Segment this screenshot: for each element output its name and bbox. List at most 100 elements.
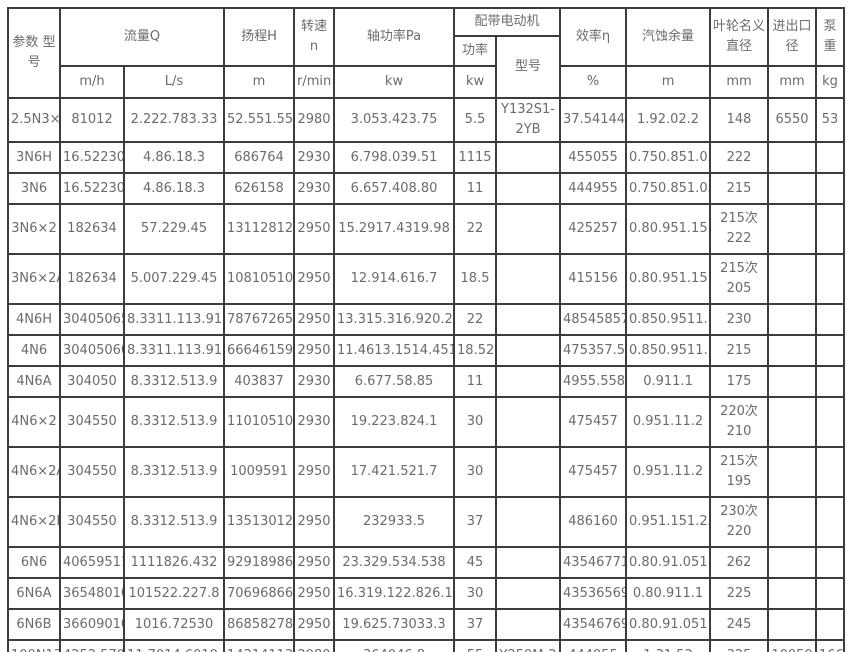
cell-speed_rmin: 2980 xyxy=(293,96,336,144)
unit-speed: r/min xyxy=(293,65,336,99)
cell-npsh_m: 0.750.851.05 xyxy=(625,172,712,206)
cell-flow_mh: 304050 xyxy=(59,365,125,399)
table-row: 3N6H 16.52230 4.86.18.3 686764 2930 6.798.039… xyxy=(7,141,846,175)
cell-flow_mh: 182634 xyxy=(59,253,125,306)
cell-efficiency_pct: 4955.558.5 xyxy=(559,365,628,399)
cell-npsh_m: 0.80.91.051.2 xyxy=(625,546,712,580)
cell-weight_kg xyxy=(815,203,846,256)
cell-impeller_mm: 215次 222 xyxy=(709,203,770,256)
cell-ports_mm xyxy=(767,446,818,499)
cell-weight_kg xyxy=(815,577,846,611)
cell-flow_ls: 8.3311.113.916.7 xyxy=(122,303,226,337)
cell-speed_rmin: 2950 xyxy=(293,546,336,580)
cell-motor_model xyxy=(495,577,562,611)
cell-impeller_mm: 245 xyxy=(709,608,770,642)
table-row: 6N6A365480100101522.227.870696866295016.… xyxy=(7,577,846,611)
table-body: 2.5N3×2810122.222.783.3352.551.550.52980… xyxy=(7,96,846,652)
cell-head_m: 686764 xyxy=(223,141,296,175)
cell-weight_kg: 166 xyxy=(815,639,846,652)
header-efficiency: 效率η xyxy=(559,7,628,67)
cell-ports_mm xyxy=(767,577,818,611)
cell-speed_rmin: 2930 xyxy=(293,172,336,206)
cell-motor_model xyxy=(495,496,562,549)
cell-shaft_power_kw: 17.421.521.7 xyxy=(333,446,456,499)
cell-speed_rmin: 2950 xyxy=(293,253,336,306)
table-row: 4N6×23045508.3312.513.9110105101293019.2… xyxy=(7,396,846,449)
cell-speed_rmin: 2930 xyxy=(293,365,336,399)
cell-model: 6N6 xyxy=(7,546,61,580)
header-param-model: 参数 型号 xyxy=(7,7,61,99)
cell-shaft_power_kw: 23.329.534.538 xyxy=(333,546,456,580)
cell-speed_rmin: 2950 xyxy=(293,608,336,642)
cell-flow_ls: 57.229.45 xyxy=(122,203,226,256)
cell-speed_rmin: 2930 xyxy=(293,141,336,175)
cell-motor_power_kw: 55 xyxy=(453,639,498,652)
cell-impeller_mm: 222 xyxy=(709,141,770,175)
header-motor-model: 型号 xyxy=(495,35,562,99)
cell-model: 3N6×2A xyxy=(7,253,61,306)
cell-impeller_mm: 230 xyxy=(709,303,770,337)
cell-flow_ls: 8.3311.113.916.7 xyxy=(122,334,226,368)
cell-weight_kg xyxy=(815,496,846,549)
cell-flow_ls: 4.86.18.3 xyxy=(122,141,226,175)
cell-flow_ls: 5.007.229.45 xyxy=(122,253,226,306)
cell-motor_model xyxy=(495,172,562,206)
cell-npsh_m: 0.850.9511.15 xyxy=(625,303,712,337)
cell-shaft_power_kw: 364046.8 xyxy=(333,639,456,652)
header-weight: 泵 重 xyxy=(815,7,846,67)
header-ports: 进出口 径 xyxy=(767,7,818,67)
unit-efficiency: % xyxy=(559,65,628,99)
cell-flow_mh: 365480100 xyxy=(59,577,125,611)
cell-npsh_m: 1.92.02.2 xyxy=(625,96,712,144)
cell-motor_power_kw: 30 xyxy=(453,396,498,449)
cell-efficiency_pct: 475457 xyxy=(559,446,628,499)
cell-ports_mm: 6550 xyxy=(767,96,818,144)
header-row-1: 参数 型号 流量Q 扬程H 转速n 轴功率Pa 配带电动机 效率η 汽蚀余量 叶… xyxy=(7,7,846,99)
header-impeller: 叶轮名义 直径 xyxy=(709,7,770,67)
header-head: 扬程H xyxy=(223,7,296,67)
cell-weight_kg: 53 xyxy=(815,96,846,144)
cell-model: 4N6×2H xyxy=(7,496,61,549)
cell-flow_mh: 366090108 xyxy=(59,608,125,642)
cell-motor_power_kw: 11 xyxy=(453,172,498,206)
cell-motor_power_kw: 30 xyxy=(453,446,498,499)
cell-head_m: 70696866 xyxy=(223,577,296,611)
cell-flow_mh: 16.52230 xyxy=(59,141,125,175)
table-row: 4N6×2H3045508.3312.513.91351301232950232… xyxy=(7,496,846,549)
cell-model: 4N6A xyxy=(7,365,61,399)
cell-ports_mm xyxy=(767,203,818,256)
cell-model: 4N6×2 xyxy=(7,396,61,449)
table-row: 3N6×2A1826345.007.229.45108105101295012.… xyxy=(7,253,846,306)
cell-ports_mm xyxy=(767,303,818,337)
cell-head_m: 86858278 xyxy=(223,608,296,642)
cell-motor_power_kw: 5.5 xyxy=(453,96,498,144)
cell-shaft_power_kw: 6.657.408.80 xyxy=(333,172,456,206)
cell-motor_power_kw: 11 xyxy=(453,365,498,399)
cell-weight_kg xyxy=(815,334,846,368)
cell-shaft_power_kw: 12.914.616.7 xyxy=(333,253,456,306)
cell-flow_ls: 1016.72530 xyxy=(122,608,226,642)
cell-npsh_m: 0.951.11.2 xyxy=(625,446,712,499)
cell-ports_mm xyxy=(767,496,818,549)
unit-shaft-power: kw xyxy=(333,65,456,99)
cell-efficiency_pct: 43536569 xyxy=(559,577,628,611)
cell-model: 4N6×2A xyxy=(7,446,61,499)
cell-efficiency_pct: 486160 xyxy=(559,496,628,549)
cell-flow_ls: 11.7014.6019.40 xyxy=(122,639,226,652)
cell-motor_model xyxy=(495,365,562,399)
cell-efficiency_pct: 37.54144 xyxy=(559,96,628,144)
cell-weight_kg xyxy=(815,172,846,206)
cell-efficiency_pct: 444955 xyxy=(559,639,628,652)
cell-motor_model: Y250M-2 xyxy=(495,639,562,652)
header-motor-power: 功率 xyxy=(453,35,498,67)
cell-motor_model xyxy=(495,203,562,256)
cell-model: 3N6×2 xyxy=(7,203,61,256)
cell-npsh_m: 0.750.851.05 xyxy=(625,141,712,175)
cell-flow_mh: 81012 xyxy=(59,96,125,144)
cell-motor_model xyxy=(495,608,562,642)
cell-flow_ls: 4.86.18.3 xyxy=(122,172,226,206)
cell-npsh_m: 0.951.151.25 xyxy=(625,496,712,549)
cell-shaft_power_kw: 6.798.039.51 xyxy=(333,141,456,175)
cell-flow_mh: 304550 xyxy=(59,446,125,499)
cell-speed_rmin: 2950 xyxy=(293,203,336,256)
